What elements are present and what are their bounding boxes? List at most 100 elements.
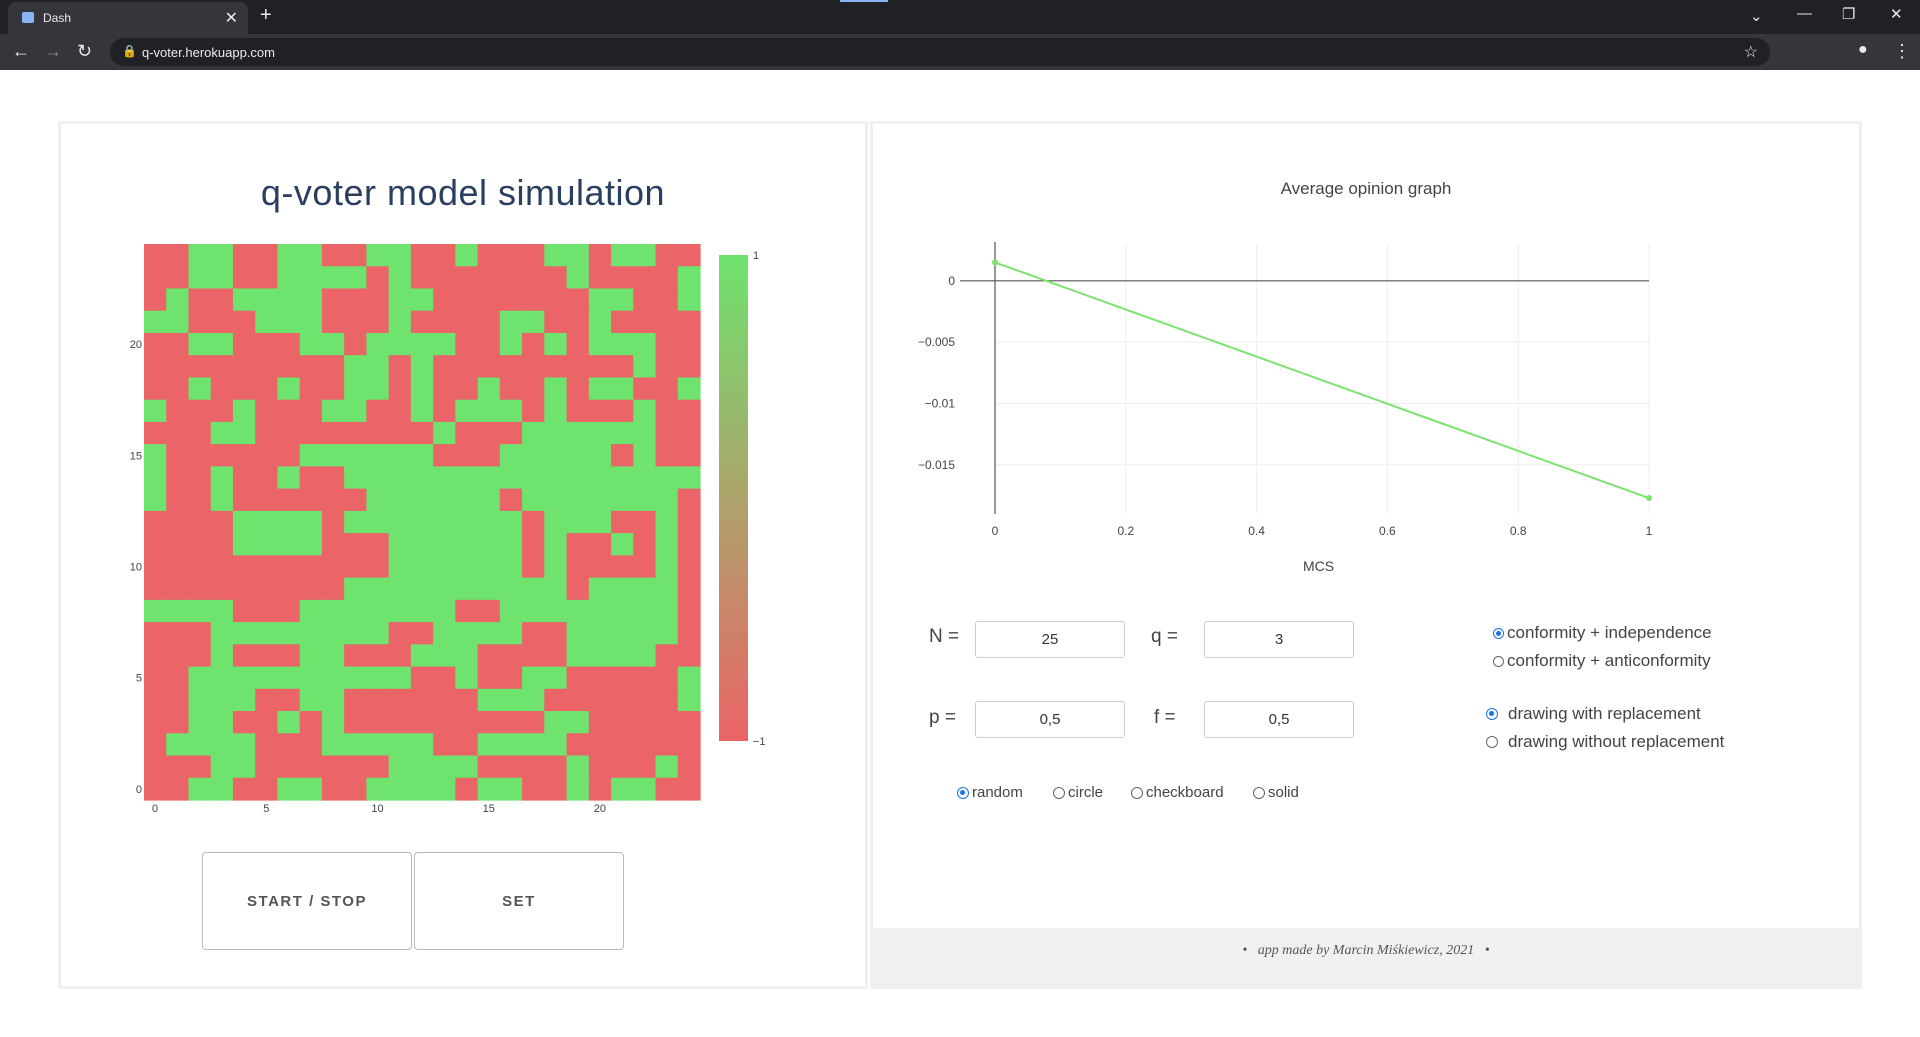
shape-option-solid[interactable]: solid <box>1253 784 1299 801</box>
reload-icon[interactable]: ↻ <box>77 41 93 61</box>
heatmap-cell <box>477 510 501 534</box>
radio-checked-icon[interactable] <box>1486 708 1498 720</box>
heatmap-cell <box>544 488 568 512</box>
heatmap-cell <box>655 577 679 601</box>
model-option-independence[interactable]: conformity + independence <box>1493 623 1712 643</box>
heatmap-cell <box>677 444 701 467</box>
heatmap-cell <box>255 733 279 757</box>
q-input[interactable] <box>1204 621 1354 658</box>
minimize-icon[interactable]: — <box>1797 5 1812 22</box>
heatmap-cell <box>255 355 279 379</box>
q-label: q = <box>1151 626 1178 647</box>
restore-icon[interactable]: ❐ <box>1842 6 1856 23</box>
heatmap-cell <box>410 622 434 645</box>
heatmap-cell <box>566 644 590 668</box>
bookmark-star-icon[interactable]: ☆ <box>1743 44 1758 61</box>
heatmap-cell <box>321 332 345 356</box>
heatmap-cell <box>366 622 390 645</box>
radio-unchecked-icon[interactable] <box>1131 786 1143 799</box>
heatmap-cell <box>433 266 456 290</box>
heatmap-cell <box>633 622 657 645</box>
forward-icon[interactable]: → <box>44 41 62 61</box>
heatmap-cell <box>232 444 256 467</box>
heatmap-cell <box>232 711 256 734</box>
close-window-icon[interactable]: ✕ <box>1890 6 1903 23</box>
heatmap-cell <box>166 777 190 801</box>
tab-search-icon[interactable]: ⌄ <box>1750 8 1763 25</box>
heatmap-cell <box>588 399 612 423</box>
radio-checked-icon[interactable] <box>1493 627 1504 639</box>
heatmap-cell <box>455 466 479 490</box>
browser-tab[interactable]: Dash ✕ <box>8 2 248 34</box>
heatmap-cell <box>299 777 323 801</box>
radio-unchecked-icon[interactable] <box>1053 786 1065 799</box>
heatmap-cell <box>522 711 545 734</box>
heatmap-cell <box>544 444 568 467</box>
y-tick-label: −0.015 <box>918 458 955 472</box>
heatmap-cell <box>633 310 657 334</box>
heatmap-cell <box>410 466 434 490</box>
heatmap-cell <box>388 733 412 757</box>
address-bar[interactable]: 🔒 q-voter.herokuapp.com ☆ <box>110 38 1770 66</box>
heatmap-cell <box>277 466 301 490</box>
p-input[interactable] <box>975 701 1125 738</box>
heatmap-cell <box>321 288 345 312</box>
heatmap-cell <box>166 288 190 312</box>
tab-close-icon[interactable]: ✕ <box>224 10 238 27</box>
heatmap-cell <box>255 688 279 712</box>
drawing-option-without-replacement[interactable]: drawing without replacement <box>1486 732 1724 752</box>
f-input[interactable] <box>1204 701 1354 738</box>
heatmap-cell <box>277 288 301 312</box>
heatmap-cell <box>677 510 701 534</box>
heatmap-cell <box>677 288 701 312</box>
heatmap-cell <box>166 533 190 556</box>
heatmap-cell <box>477 310 501 334</box>
heatmap-cell <box>144 533 167 556</box>
radio-unchecked-icon[interactable] <box>1253 786 1265 799</box>
n-input[interactable] <box>975 621 1125 658</box>
heatmap-cell <box>544 755 568 779</box>
set-button[interactable]: SET <box>414 852 624 950</box>
profile-icon[interactable]: ● <box>1858 41 1868 58</box>
heatmap-cell <box>277 244 301 267</box>
heatmap-cell <box>455 644 479 668</box>
radio-unchecked-icon[interactable] <box>1493 655 1504 667</box>
heatmap-cell <box>633 555 657 579</box>
shape-option-random[interactable]: random <box>957 784 1023 801</box>
heatmap-cell <box>210 332 234 356</box>
heatmap-cell <box>210 421 234 445</box>
heatmap-cell <box>611 266 634 290</box>
heatmap-cell <box>299 555 323 579</box>
heatmap-cell <box>410 666 434 690</box>
heatmap-cell <box>611 533 634 556</box>
heatmap-cell <box>232 377 256 401</box>
shape-option-circle[interactable]: circle <box>1053 784 1103 801</box>
start-stop-button[interactable]: START / STOP <box>202 852 412 950</box>
heatmap-cell <box>277 644 301 668</box>
heatmap-cell <box>477 733 501 757</box>
heatmap-cell <box>410 688 434 712</box>
colorbar-min-label: −1 <box>753 736 766 748</box>
simulation-panel: q-voter model simulation 0 5 10 15 20 0 5 10 15 2… <box>58 121 868 989</box>
back-icon[interactable]: ← <box>12 41 30 61</box>
heatmap-cell <box>588 332 612 356</box>
heatmap-cell <box>166 488 190 512</box>
heatmap-cell <box>477 266 501 290</box>
menu-kebab-icon[interactable]: ⋮ <box>1893 41 1911 61</box>
heatmap-cell <box>588 488 612 512</box>
shape-option-checkboard[interactable]: checkboard <box>1131 784 1224 801</box>
heatmap-cell <box>477 555 501 579</box>
new-tab-icon[interactable]: + <box>260 4 272 26</box>
heatmap-cell <box>144 466 167 490</box>
heatmap-cell <box>299 533 323 556</box>
radio-checked-icon[interactable] <box>957 786 969 799</box>
model-option-anticonformity[interactable]: conformity + anticonformity <box>1493 651 1711 671</box>
browser-toolbar: ← → ↻ 🔒 q-voter.herokuapp.com ☆ ● ⋮ <box>0 34 1920 70</box>
heatmap-cell <box>321 310 345 334</box>
heatmap-cell <box>388 711 412 734</box>
heatmap-cell <box>321 488 345 512</box>
data-point <box>992 259 998 266</box>
heatmap-cell <box>611 599 634 623</box>
drawing-option-with-replacement[interactable]: drawing with replacement <box>1486 704 1701 724</box>
radio-unchecked-icon[interactable] <box>1486 736 1498 748</box>
